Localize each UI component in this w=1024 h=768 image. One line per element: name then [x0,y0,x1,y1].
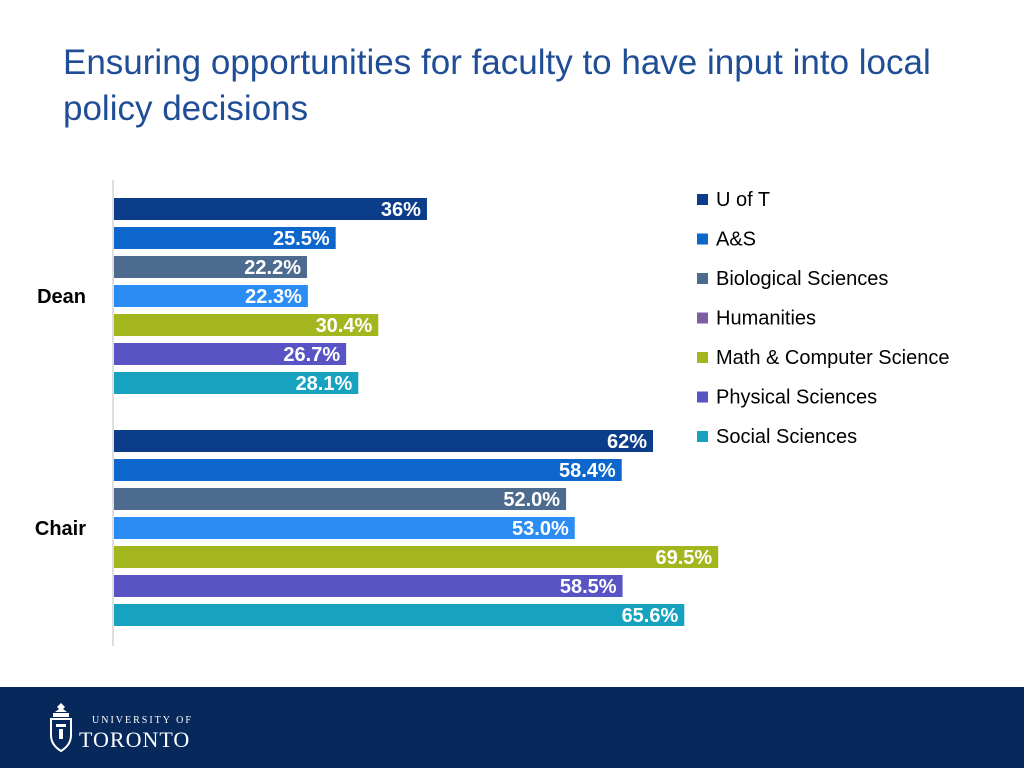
bar-chair-2 [114,488,567,510]
category-label-chair: Chair [35,518,86,540]
logo-university-of: UNIVERSITY OF [92,715,193,726]
bar-value-label: 69.5% [655,547,712,569]
bar-value-label: 25.5% [273,228,330,250]
bar-value-label: 28.1% [296,373,353,395]
bar-value-label: 22.3% [245,286,302,308]
legend-entry: Math & Computer Science [716,347,949,369]
bar-value-label: 22.2% [244,257,301,279]
bar-value-label: 58.4% [559,460,616,482]
logo-toronto: TORONTO [79,727,191,752]
bar-value-label: 36% [381,199,421,221]
bar-chair-1 [114,459,622,481]
legend-entry: Physical Sciences [716,387,877,409]
footer-bar: UNIVERSITY OF TORONTO [0,687,1024,768]
bar-value-label: 52.0% [503,489,560,511]
bar-dean-0 [114,198,427,220]
legend-entry: U of T [716,189,770,211]
bar-value-label: 65.6% [622,605,679,627]
legend-swatch [697,233,708,245]
bar-chair-6 [114,604,685,626]
legend-swatch [697,431,708,442]
bar-value-label: 30.4% [316,315,373,337]
bar-dean-5 [114,343,347,365]
bar-dean-1 [114,227,336,249]
bar-dean-2 [114,256,307,278]
legend-swatch [697,273,708,284]
category-label-dean: Dean [37,286,86,308]
legend-entry: A&S [716,229,756,251]
legend-swatch [697,194,708,205]
bar-value-label: 62% [607,431,647,453]
legend-entry: Humanities [716,308,816,330]
legend-entry: Biological Sciences [716,268,888,290]
legend-swatch [697,312,708,324]
legend-swatch [697,352,708,363]
bar-chair-5 [114,575,623,597]
bar-value-label: 58.5% [560,576,617,598]
bar-dean-6 [114,372,359,394]
bar-dean-4 [114,314,379,336]
university-crest-icon [50,703,72,753]
bar-chart: Dean 36% 25.5% 22.2% 22.3% 30.4% 26.7% 28.1% Cha… [35,180,949,646]
slide-title: Ensuring opportunities for faculty to ha… [63,43,931,128]
bar-chair-4 [114,546,719,568]
legend-swatch [697,391,708,403]
legend-entry: Social Sciences [716,426,857,448]
bar-value-label: 26.7% [283,344,340,366]
bar-chair-0 [114,430,653,452]
bar-dean-3 [114,285,308,307]
bar-value-label: 53.0% [512,518,569,540]
bar-chair-3 [114,517,575,539]
